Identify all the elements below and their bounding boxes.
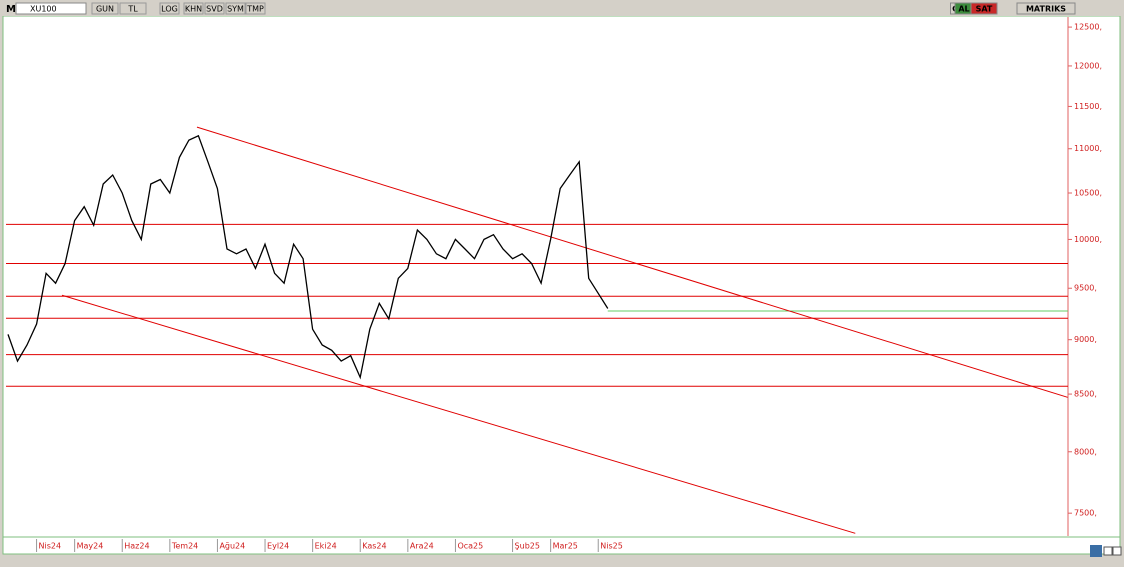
y-tick-label: 12000, [1074,61,1102,70]
y-tick-label: 8500, [1074,390,1097,399]
x-tick-label: Eki24 [315,542,337,551]
scroll-left[interactable] [1103,546,1113,556]
price-line [7,134,609,380]
y-tick-label: 9500, [1074,284,1097,293]
toolbar-right-label: AL [958,5,969,14]
y-tick-label: 10500, [1074,189,1102,198]
x-tick-label: Ara24 [410,542,434,551]
x-tick-label: Ağu24 [219,542,245,551]
trend-line [196,126,1068,398]
toolbar-button-label: KHN [185,5,202,14]
y-tick-label: 7500, [1074,509,1097,518]
x-tick-label: Haz24 [124,542,149,551]
x-tick-label: Nis25 [600,542,623,551]
toolbar-right-button[interactable] [970,2,998,15]
y-tick-label: 12500, [1074,23,1102,32]
toolbar-button-label: TMP [246,5,264,14]
toolbar-bg [0,0,1124,16]
x-tick-label: Şub25 [515,542,540,551]
x-axis-bar [2,536,1121,555]
x-tick-label: Oca25 [457,542,483,551]
toolbar-button-label: LOG [161,5,178,14]
toolbar-button[interactable] [204,2,225,15]
logo: M [6,4,16,15]
toolbar-button-label: TL [127,5,138,14]
y-tick-label: 11500, [1074,102,1102,111]
x-tick-label: Eyl24 [267,542,289,551]
toolbar-right-label: SAT [976,5,993,14]
toolbar-button-label: GUN [96,5,114,14]
toolbar-button[interactable] [183,2,204,15]
toolbar-button-label: SYM [227,5,244,14]
chart-area [2,15,1121,538]
icon[interactable] [1090,545,1102,557]
x-tick-label: Tem24 [171,542,198,551]
plot [6,126,1068,534]
toolbar-button-label: SVD [206,5,223,14]
y-tick-label: 9000, [1074,335,1097,344]
axes: 7500, 8000, 8500, 9000, 9500, 10000, 10500, 110… [36,23,1102,552]
y-tick-label: 11000, [1074,144,1102,153]
toolbar-button[interactable] [245,2,266,15]
toolbar-right-button[interactable] [1016,2,1076,15]
x-tick-label: Mar25 [553,542,578,551]
toolbar: MXU100GUNTLLOGKHNSVDSYMTMPCALSATMATRIKS [0,0,1124,16]
symbol-box[interactable] [15,2,87,15]
scroll-right[interactable] [1112,546,1122,556]
x-tick-label: Kas24 [362,542,386,551]
symbol: XU100 [30,5,57,14]
y-tick-label: 10000, [1074,235,1102,244]
status-icons [1090,545,1122,557]
toolbar-button[interactable] [119,2,147,15]
toolbar-button[interactable] [159,2,180,15]
trend-line [61,294,856,534]
toolbar-right-label: MATRIKS [1026,5,1066,14]
toolbar-button[interactable] [225,2,246,15]
x-tick-label: Nis24 [39,542,62,551]
y-tick-label: 8000, [1074,447,1097,456]
x-tick-label: May24 [77,542,104,551]
toolbar-button[interactable] [91,2,119,15]
